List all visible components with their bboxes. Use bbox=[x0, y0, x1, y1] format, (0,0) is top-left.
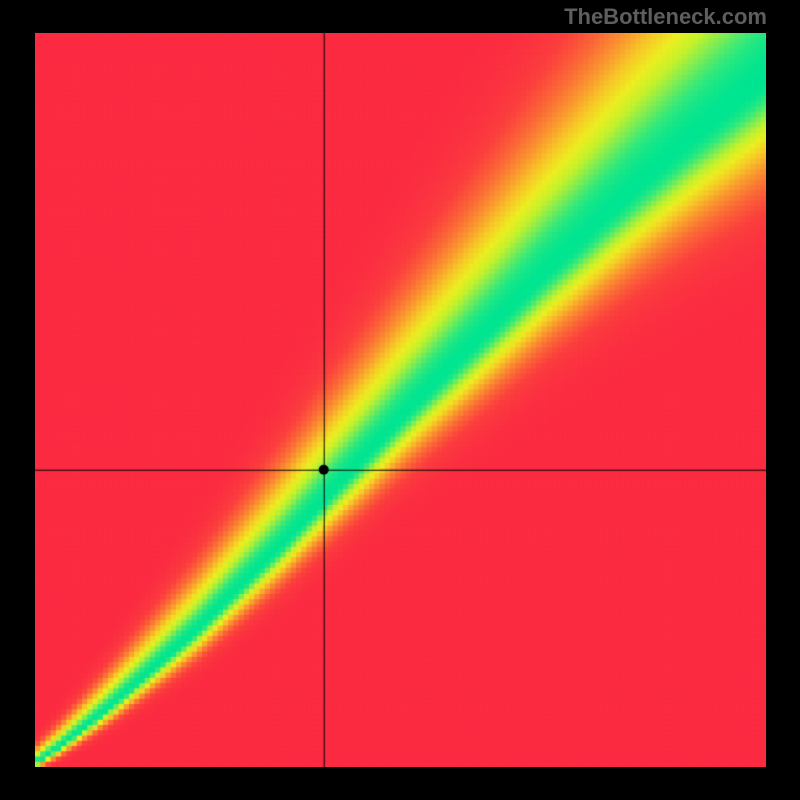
watermark-text: TheBottleneck.com bbox=[564, 4, 767, 30]
bottleneck-heatmap bbox=[35, 33, 766, 767]
